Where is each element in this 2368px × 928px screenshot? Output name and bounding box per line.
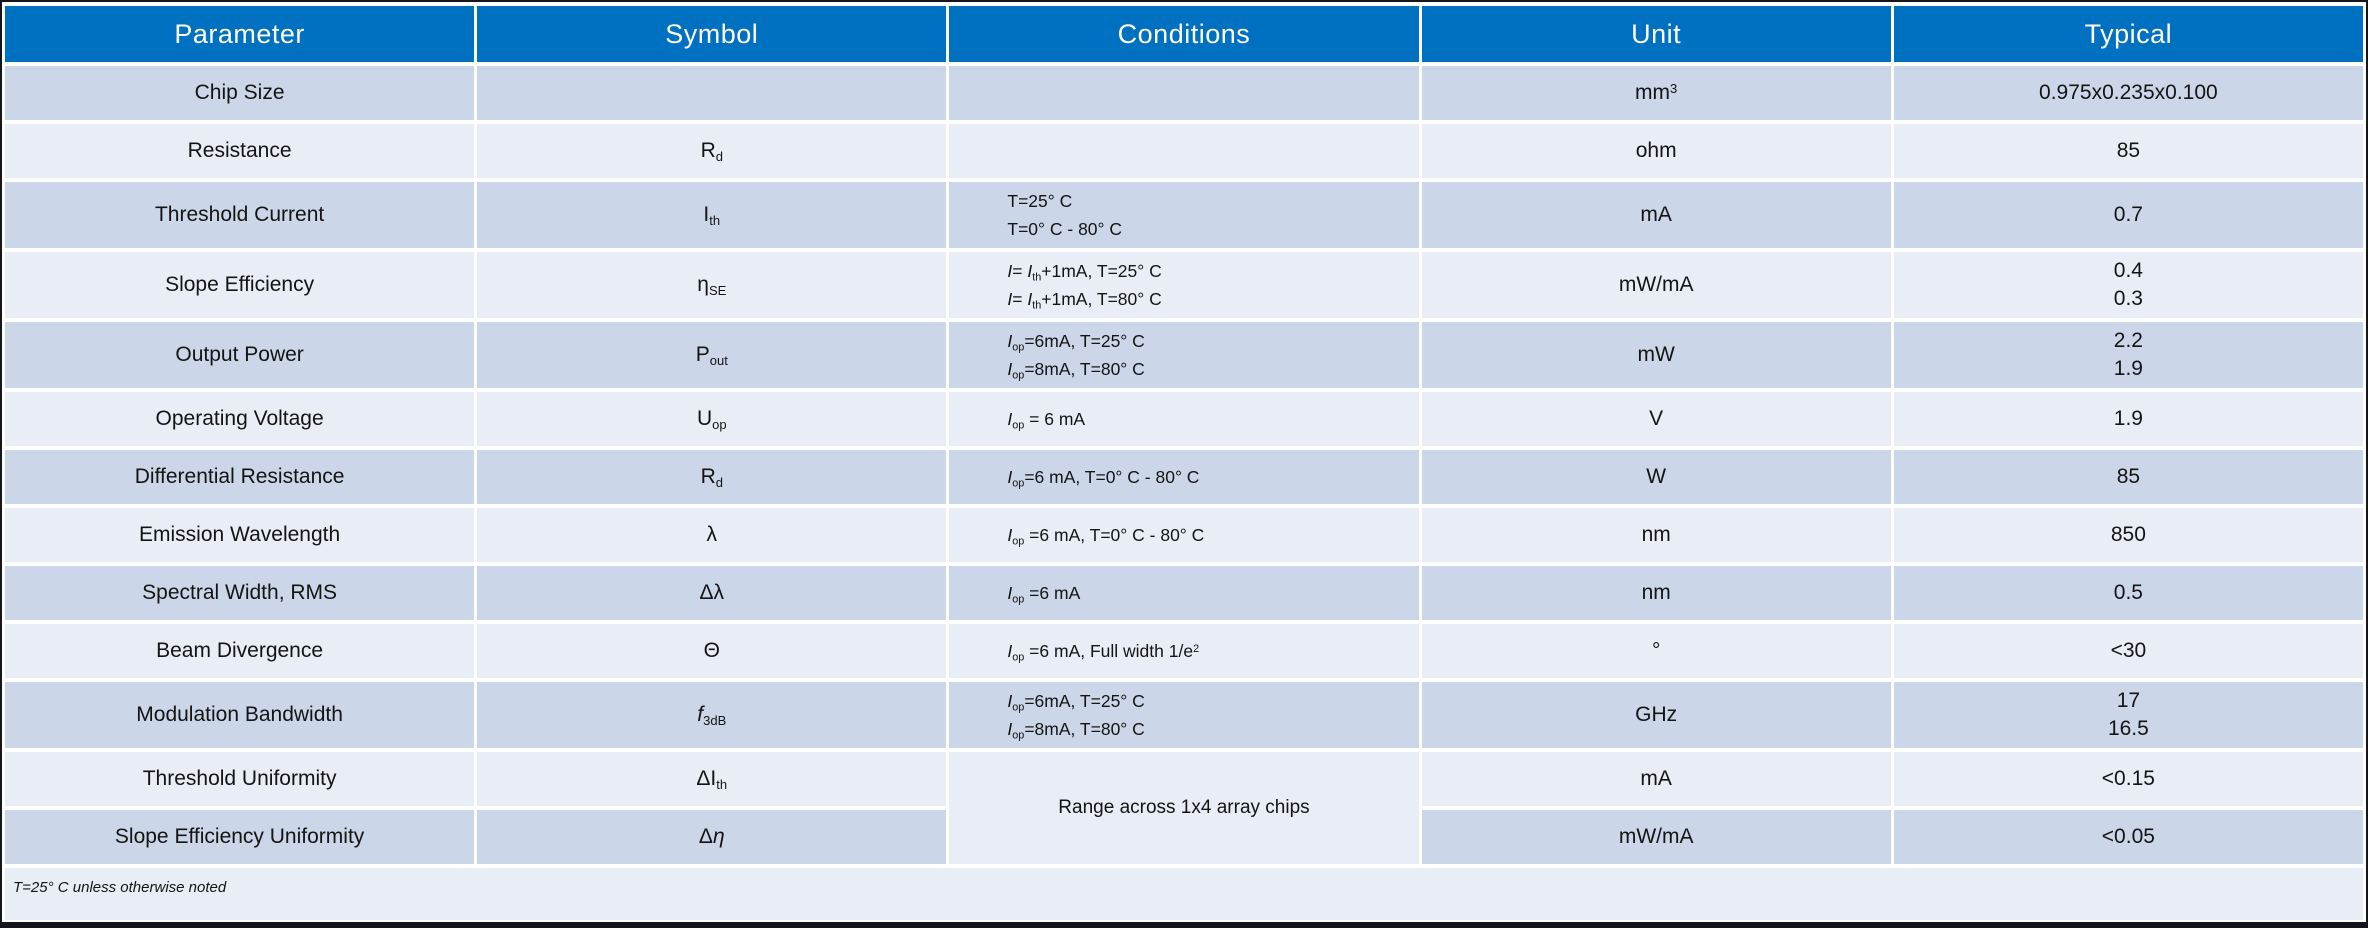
cell-parameter: Emission Wavelength [5,508,475,562]
cell-typical: 85 [1893,124,2363,178]
table-row: Threshold Uniformity ΔIth Range across 1x4… [5,752,2363,864]
cell-unit: mA [1421,182,1891,248]
cell-conditions: Iop =6 mA [949,566,1419,620]
cell-typical: 17 16.5 [1893,682,2363,748]
cell-conditions: T=25° C T=0° C - 80° C [949,182,1419,248]
cell-parameter: Slope Efficiency Uniformity [5,810,475,864]
cell-symbol: ηSE [477,252,947,318]
table-header: Parameter Symbol Conditions Unit Typical [5,6,2363,62]
cell-conditions: Iop = 6 mA [949,392,1419,446]
header-row: Parameter Symbol Conditions Unit Typical [5,6,2363,62]
cell-unit: ° [1421,624,1891,678]
table-row: Slope Efficiency Uniformity Δη mW/mA <0.05 [5,810,2363,864]
cell-parameter: Spectral Width, RMS [5,566,475,620]
cell-parameter: Threshold Uniformity [5,752,475,806]
cell-typical: 0.4 0.3 [1893,252,2363,318]
cell-unit: mW/mA [1421,810,1891,864]
column-header-parameter: Parameter [5,6,475,62]
cell-typical: 2.2 1.9 [1893,322,2363,388]
cell-parameter: Differential Resistance [5,450,475,504]
cell-unit: ohm [1421,124,1891,178]
footnote-row: T=25° C unless otherwise noted [5,868,2363,920]
cell-conditions: Iop =6 mA, T=0° C - 80° C [949,508,1419,562]
cell-unit: mW [1421,322,1891,388]
cell-typical: <0.15 [1893,752,2363,806]
cell-unit: GHz [1421,682,1891,748]
cell-unit: mm3 [1421,66,1891,120]
cell-typical: <0.05 [1893,810,2363,864]
table-row: Modulation Bandwidth f3dB Iop=6mA, T=25° C… [5,682,2363,748]
cell-unit: nm [1421,566,1891,620]
table-footer: T=25° C unless otherwise noted [5,868,2363,920]
table-row: Spectral Width, RMS Δλ Iop =6 mA nm 0.5 [5,566,2363,620]
table-body: Chip Size mm3 0.975x0.235x0.100 Resistance R… [5,66,2363,864]
cell-parameter: Threshold Current [5,182,475,248]
cell-symbol: Θ [477,624,947,678]
cell-conditions: Iop=6mA, T=25° C Iop=8mA, T=80° C [949,682,1419,748]
cell-parameter: Output Power [5,322,475,388]
cell-symbol: λ [477,508,947,562]
cell-symbol: f3dB [477,682,947,748]
cell-symbol: Uop [477,392,947,446]
cell-typical: 0.5 [1893,566,2363,620]
table-row: Threshold Current Ith T=25° C T=0° C - 80° … [5,182,2363,248]
cell-typical: 1.9 [1893,392,2363,446]
table-row: Beam Divergence Θ Iop =6 mA, Full width 1/… [5,624,2363,678]
cell-symbol: Δλ [477,566,947,620]
column-header-symbol: Symbol [477,6,947,62]
cell-typical: 0.975x0.235x0.100 [1893,66,2363,120]
cell-conditions: Iop =6 mA, Full width 1/e2 [949,624,1419,678]
cell-typical: 0.7 [1893,182,2363,248]
cell-conditions-merged: Range across 1x4 array chips [949,752,1419,864]
cell-unit: W [1421,450,1891,504]
cell-typical: <30 [1893,624,2363,678]
cell-symbol: Δη [477,810,947,864]
cell-unit: V [1421,392,1891,446]
cell-typical: 85 [1893,450,2363,504]
cell-parameter: Chip Size [5,66,475,120]
cell-unit: nm [1421,508,1891,562]
table-row: Slope Efficiency ηSE I= Ith+1mA, T=25° C I=… [5,252,2363,318]
table-row: Operating Voltage Uop Iop = 6 mA V 1.9 [5,392,2363,446]
cell-parameter: Modulation Bandwidth [5,682,475,748]
cell-parameter: Beam Divergence [5,624,475,678]
cell-conditions [949,124,1419,178]
cell-symbol: Pout [477,322,947,388]
table-row: Output Power Pout Iop=6mA, T=25° C Iop=8mA,… [5,322,2363,388]
table-row: Resistance Rd ohm 85 [5,124,2363,178]
cell-symbol: Ith [477,182,947,248]
table-row: Emission Wavelength λ Iop =6 mA, T=0° C - … [5,508,2363,562]
cell-conditions: Iop=6 mA, T=0° C - 80° C [949,450,1419,504]
cell-symbol [477,66,947,120]
cell-symbol: Rd [477,124,947,178]
cell-symbol: Rd [477,450,947,504]
cell-conditions [949,66,1419,120]
cell-conditions: Iop=6mA, T=25° C Iop=8mA, T=80° C [949,322,1419,388]
cell-parameter: Operating Voltage [5,392,475,446]
table-row: Chip Size mm3 0.975x0.235x0.100 [5,66,2363,120]
cell-parameter: Slope Efficiency [5,252,475,318]
table-row: Differential Resistance Rd Iop=6 mA, T=0° … [5,450,2363,504]
column-header-unit: Unit [1421,6,1891,62]
column-header-conditions: Conditions [949,6,1419,62]
cell-unit: mA [1421,752,1891,806]
cell-parameter: Resistance [5,124,475,178]
cell-symbol: ΔIth [477,752,947,806]
cell-conditions: I= Ith+1mA, T=25° C I= Ith+1mA, T=80° C [949,252,1419,318]
column-header-typical: Typical [1893,6,2363,62]
cell-unit: mW/mA [1421,252,1891,318]
cell-typical: 850 [1893,508,2363,562]
footnote-text: T=25° C unless otherwise noted [5,868,2363,920]
